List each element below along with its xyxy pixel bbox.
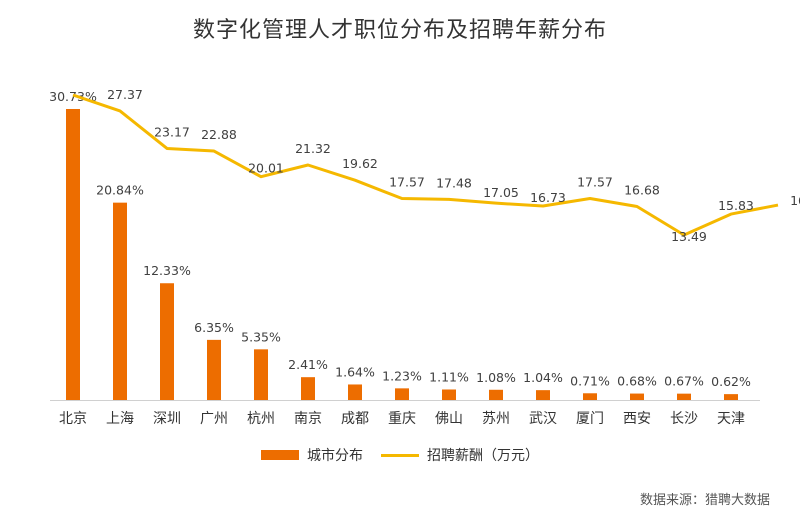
legend-item-bar: 城市分布 [261, 445, 363, 465]
line-label-9: 16.73 [530, 190, 566, 205]
chart-title: 数字化管理人才职位分布及招聘年薪分布 [192, 18, 607, 43]
bar-8 [442, 389, 456, 400]
line-label-0: 27.37 [107, 87, 143, 102]
x-tick-label-3: 广州 [200, 411, 228, 427]
x-tick-label-10: 武汉 [529, 411, 557, 427]
bar-label-14: 0.62% [711, 374, 751, 389]
bar-label-12: 0.68% [617, 374, 657, 389]
x-tick-label-6: 成都 [341, 411, 369, 427]
x-tick-label-7: 重庆 [388, 411, 416, 427]
bar-4 [254, 349, 268, 400]
bar-0 [66, 109, 80, 400]
bar-14 [724, 394, 738, 400]
bar-label-13: 0.67% [664, 374, 704, 389]
bar-1 [113, 202, 127, 400]
line-label-3: 20.01 [248, 161, 284, 176]
line-label-8: 17.05 [483, 185, 519, 200]
source-note: 数据来源：猎聘大数据 [639, 493, 770, 508]
x-tick-label-12: 西安 [623, 411, 651, 427]
line-label-10: 17.57 [577, 175, 613, 190]
bar-12 [630, 393, 644, 400]
bar-13 [677, 393, 691, 400]
bar-2 [160, 283, 174, 400]
bar-label-7: 1.23% [382, 368, 422, 383]
line-label-12: 13.49 [671, 229, 707, 244]
bar-9 [489, 389, 503, 400]
legend-bar-label: 城市分布 [307, 448, 363, 464]
x-tick-label-9: 苏州 [482, 411, 510, 427]
x-tick-label-11: 厦门 [576, 411, 604, 427]
bar-label-6: 1.64% [335, 364, 375, 379]
line-label-7: 17.48 [436, 175, 472, 190]
x-tick-label-13: 长沙 [670, 411, 698, 427]
bar-11 [583, 393, 597, 400]
line-label-14: 16.84 [790, 193, 800, 208]
bar-label-4: 5.35% [241, 329, 281, 344]
line-series [72, 93, 779, 237]
x-tick-label-1: 上海 [106, 411, 134, 427]
legend-line-swatch [381, 453, 419, 457]
bar-label-3: 6.35% [194, 320, 234, 335]
line-label-11: 16.68 [624, 182, 660, 197]
bar-label-10: 1.04% [523, 370, 563, 385]
line-label-6: 17.57 [389, 175, 425, 190]
line-label-2: 22.88 [201, 127, 237, 142]
legend-line-label: 招聘薪酬（万元） [427, 448, 539, 464]
bar-label-2: 12.33% [143, 263, 191, 278]
legend: 城市分布 招聘薪酬（万元） [0, 445, 800, 465]
x-tick-label-0: 北京 [59, 411, 87, 427]
line-label-4: 21.32 [295, 141, 331, 156]
bar-label-8: 1.11% [429, 369, 469, 384]
line-label-5: 19.62 [342, 156, 378, 171]
x-tick-label-4: 杭州 [247, 411, 275, 427]
bar-7 [395, 388, 409, 400]
bar-label-9: 1.08% [476, 370, 516, 385]
bar-6 [348, 384, 362, 400]
legend-bar-swatch [261, 450, 299, 460]
line-label-1: 23.17 [154, 124, 190, 139]
bar-label-11: 0.71% [570, 373, 610, 388]
bar-5 [301, 377, 315, 400]
x-tick-label-14: 天津 [717, 411, 745, 427]
line-label-13: 15.83 [718, 198, 754, 213]
legend-item-line: 招聘薪酬（万元） [381, 445, 539, 465]
bar-3 [207, 339, 221, 400]
bar-label-5: 2.41% [288, 357, 328, 372]
x-tick-label-2: 深圳 [153, 411, 181, 427]
bar-10 [536, 390, 550, 400]
x-tick-label-8: 佛山 [435, 411, 463, 427]
x-tick-label-5: 南京 [294, 411, 322, 427]
bar-label-1: 20.84% [96, 183, 144, 198]
